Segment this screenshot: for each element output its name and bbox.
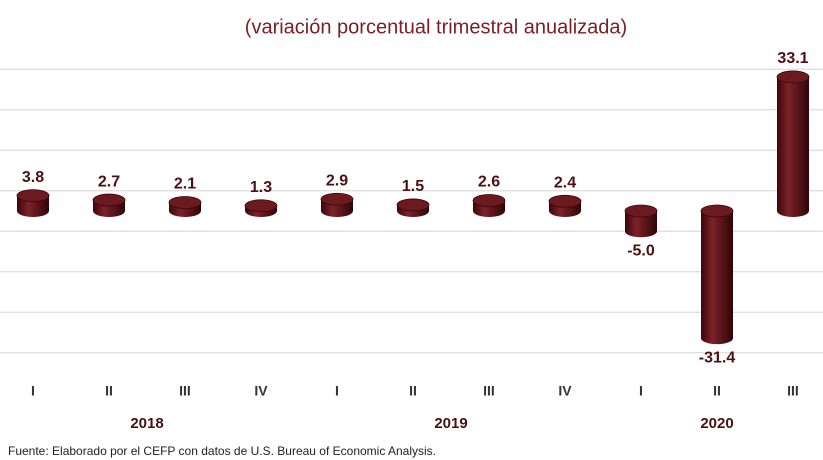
bar-cap bbox=[16, 189, 50, 203]
x-tick-label: I bbox=[639, 383, 643, 399]
group-label: 2019 bbox=[434, 415, 467, 432]
bar-cap bbox=[244, 199, 278, 213]
x-tick-label: II bbox=[409, 383, 417, 399]
bar-cap bbox=[548, 194, 582, 208]
chart-title: (variación porcentual trimestral anualiz… bbox=[245, 16, 627, 38]
x-tick-label: I bbox=[31, 383, 35, 399]
value-label: 2.1 bbox=[174, 176, 196, 193]
x-tick-label: III bbox=[179, 383, 191, 399]
value-label: -31.4 bbox=[699, 349, 736, 366]
bar-cap bbox=[168, 196, 202, 209]
bar bbox=[625, 211, 657, 238]
group-label: 2018 bbox=[130, 415, 163, 432]
x-tick-label: III bbox=[483, 383, 495, 399]
bar bbox=[777, 76, 809, 217]
value-label: 2.6 bbox=[478, 174, 500, 191]
x-tick-label: III bbox=[787, 383, 799, 399]
value-label: 2.7 bbox=[98, 173, 120, 190]
bar-cap bbox=[776, 70, 810, 84]
value-label: 1.3 bbox=[250, 179, 272, 196]
x-tick-label: IV bbox=[558, 383, 572, 399]
value-label: 1.5 bbox=[402, 178, 424, 195]
source-note: Fuente: Elaborado por el CEFP con datos … bbox=[8, 444, 436, 458]
bar-cap bbox=[624, 204, 658, 218]
value-label: -5.0 bbox=[627, 242, 655, 259]
bar bbox=[701, 211, 733, 345]
bar-cap bbox=[700, 204, 734, 218]
bar-cap bbox=[472, 194, 506, 207]
bar-cap bbox=[92, 193, 126, 207]
group-label: 2020 bbox=[700, 415, 733, 432]
value-label: 2.9 bbox=[326, 172, 348, 189]
x-tick-label: II bbox=[713, 383, 721, 399]
bar-cap bbox=[320, 192, 354, 206]
value-label: 33.1 bbox=[777, 50, 808, 67]
x-tick-label: IV bbox=[254, 383, 268, 399]
x-tick-label: II bbox=[105, 383, 113, 399]
x-tick-label: I bbox=[335, 383, 339, 399]
bar-cap bbox=[396, 198, 430, 212]
value-label: 2.4 bbox=[554, 174, 576, 191]
value-label: 3.8 bbox=[22, 169, 44, 186]
